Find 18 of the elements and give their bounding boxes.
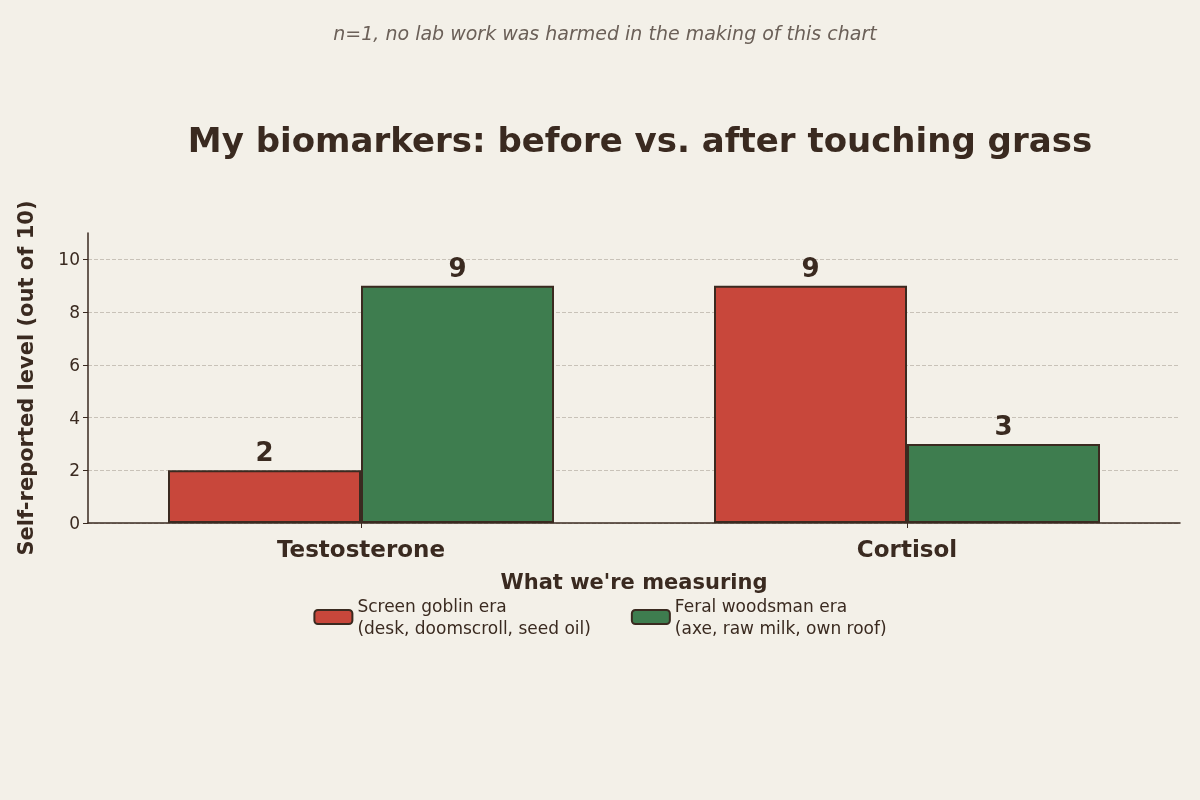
data-label: 9 (801, 252, 820, 283)
y-tick-label: 0 (69, 513, 80, 533)
y-axis-title: Self-reported level (out of 10) (13, 200, 38, 556)
chart-title: My biomarkers: before vs. after touching grass (187, 120, 1093, 160)
data-label: 9 (448, 252, 467, 283)
x-tick-label: Cortisol (856, 535, 958, 562)
data-label: 2 (255, 437, 274, 468)
y-tick-label: 2 (69, 460, 80, 481)
x-tick-label: Testosterone (276, 535, 446, 562)
x-axis-title: What we're measuring (500, 569, 768, 594)
chart-subtitle: n=1, no lab work was harmed in the making of this chart (333, 21, 879, 44)
legend-label: Feral woodsman era (axe, raw milk, own roof) (674, 596, 887, 638)
y-tick-label: 6 (69, 354, 80, 375)
data-label: 3 (994, 410, 1013, 441)
y-tick-label: 10 (58, 249, 80, 270)
y-tick-label: 4 (69, 407, 80, 428)
y-tick-label: 8 (69, 302, 80, 323)
legend-label: Screen goblin era (desk, doomscroll, seed oil) (357, 596, 591, 638)
